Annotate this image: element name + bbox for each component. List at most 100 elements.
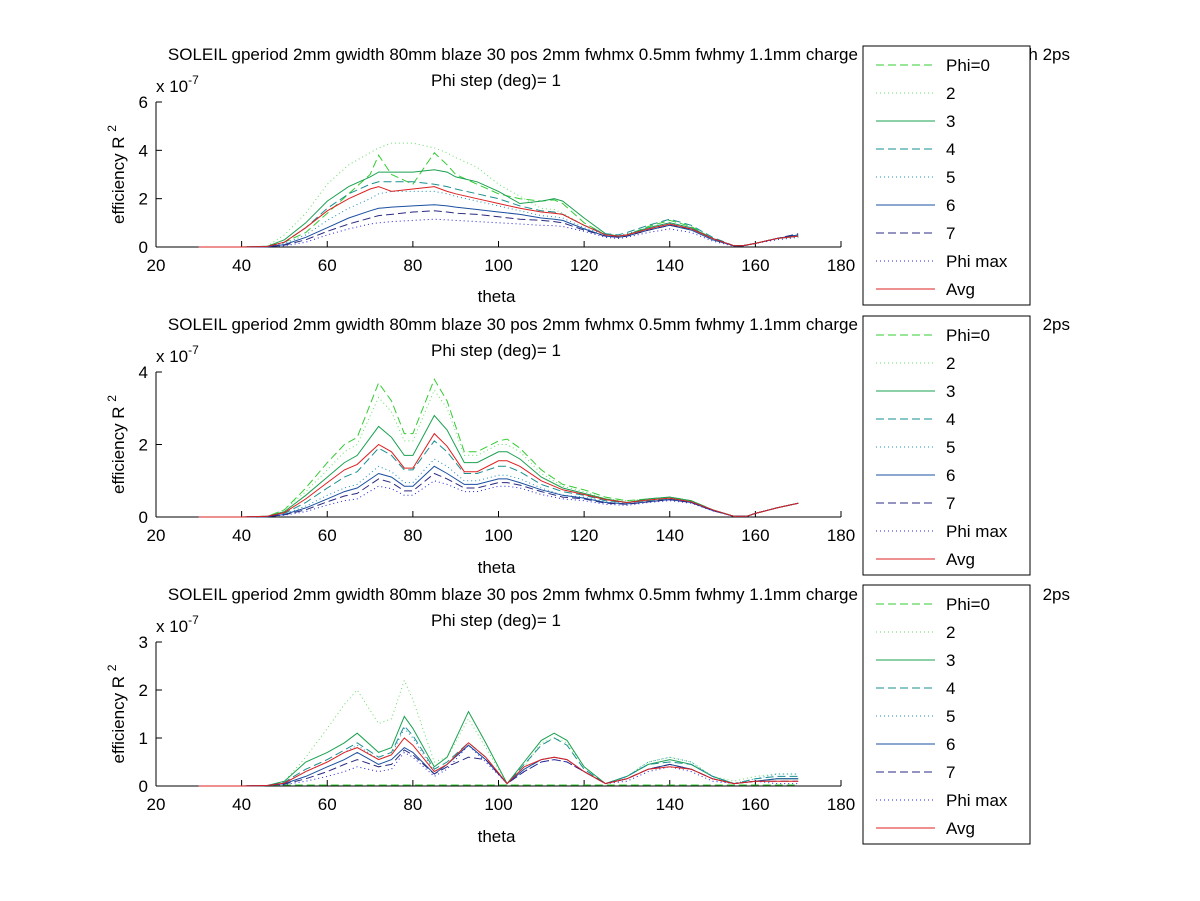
y-exponent-label: x 10-7 bbox=[156, 73, 199, 96]
y-axis-label-sup: 2 bbox=[105, 664, 119, 671]
chart-title: SOLEIL gperiod 2mm gwidth 80mm blaze 30 … bbox=[168, 585, 872, 604]
series-line-phi2 bbox=[198, 142, 799, 248]
series-line-phimax bbox=[198, 744, 799, 787]
chart-title: SOLEIL gperiod 2mm gwidth 80mm blaze 30 … bbox=[168, 45, 872, 64]
x-tick-label: 100 bbox=[484, 795, 512, 814]
y-axis-label: efficiency R 2 bbox=[105, 664, 128, 763]
y-tick-label: 0 bbox=[139, 777, 148, 796]
legend-label-phi3: 3 bbox=[946, 112, 955, 131]
y-axis-label-sup: 2 bbox=[105, 125, 119, 132]
x-tick-label: 80 bbox=[403, 795, 422, 814]
legend-label-phi2: 2 bbox=[946, 623, 955, 642]
legend-label-phi0: Phi=0 bbox=[946, 56, 990, 75]
series-line-phi6 bbox=[198, 204, 799, 248]
x-tick-label: 180 bbox=[827, 795, 855, 814]
legend-label-phi2: 2 bbox=[946, 354, 955, 373]
series-line-phi0 bbox=[198, 378, 799, 518]
y-tick-label: 2 bbox=[139, 190, 148, 209]
chart-subtitle: Phi step (deg)= 1 bbox=[431, 71, 561, 90]
x-tick-label: 20 bbox=[147, 526, 166, 545]
chart-title-tail: 2ps bbox=[1043, 585, 1070, 604]
legend-label-phi0: Phi=0 bbox=[946, 595, 990, 614]
y-axis-label-main: efficiency R bbox=[109, 402, 128, 494]
y-axis-label-main: efficiency R bbox=[109, 671, 128, 763]
legend-label-phi4: 4 bbox=[946, 679, 955, 698]
series-line-phi5 bbox=[198, 190, 799, 248]
x-axis-label: theta bbox=[478, 287, 516, 306]
legend-label-phi5: 5 bbox=[946, 438, 955, 457]
legend-box bbox=[862, 45, 1031, 306]
legend: Phi=0 2 3 4 5 6 7 Phi max Avg bbox=[862, 584, 1031, 845]
chart-title-tail: 2ps bbox=[1043, 315, 1070, 334]
legend-label-phi6: 6 bbox=[946, 196, 955, 215]
x-tick-label: 40 bbox=[232, 526, 251, 545]
y-tick-label: 0 bbox=[139, 508, 148, 527]
legend-label-phi0: Phi=0 bbox=[946, 326, 990, 345]
series-line-phimax bbox=[198, 480, 799, 518]
x-tick-label: 20 bbox=[147, 795, 166, 814]
legend-label-phi3: 3 bbox=[946, 382, 955, 401]
x-tick-label: 160 bbox=[741, 256, 769, 275]
series-line-phi0 bbox=[198, 152, 799, 248]
legend-label-phi7: 7 bbox=[946, 494, 955, 513]
x-tick-label: 20 bbox=[147, 256, 166, 275]
legend-label-avg: Avg bbox=[946, 819, 975, 838]
x-tick-label: 80 bbox=[403, 526, 422, 545]
x-tick-label: 100 bbox=[484, 256, 512, 275]
chart-panel-2: SOLEIL gperiod 2mm gwidth 80mm blaze 30 … bbox=[105, 315, 1070, 577]
series-line-phimax bbox=[198, 218, 799, 248]
legend-label-phi7: 7 bbox=[946, 763, 955, 782]
legend: Phi=0 2 3 4 5 6 7 Phi max Avg bbox=[862, 315, 1031, 576]
series-line-phi2 bbox=[198, 679, 799, 787]
y-exponent-power: -7 bbox=[188, 73, 199, 87]
y-tick-label: 3 bbox=[139, 633, 148, 652]
y-exponent-base: x 10 bbox=[156, 347, 188, 366]
x-tick-label: 40 bbox=[232, 795, 251, 814]
y-axis-label: efficiency R 2 bbox=[105, 125, 128, 224]
chart-title-tail: h 2ps bbox=[1028, 45, 1070, 64]
series-line-phi4 bbox=[198, 181, 799, 248]
y-tick-label: 4 bbox=[139, 363, 148, 382]
legend-label-phi4: 4 bbox=[946, 410, 955, 429]
x-tick-label: 160 bbox=[741, 795, 769, 814]
y-tick-label: 4 bbox=[139, 141, 148, 160]
series-line-avg bbox=[198, 432, 799, 518]
chart-panel-1: SOLEIL gperiod 2mm gwidth 80mm blaze 30 … bbox=[105, 45, 1070, 306]
x-axis-label: theta bbox=[478, 558, 516, 577]
legend-label-phimax: Phi max bbox=[946, 522, 1008, 541]
y-axis-label-sup: 2 bbox=[105, 395, 119, 402]
chart-subtitle: Phi step (deg)= 1 bbox=[431, 341, 561, 360]
series-line-avg bbox=[198, 737, 799, 787]
legend: Phi=0 2 3 4 5 6 7 Phi max Avg bbox=[862, 45, 1031, 306]
x-tick-label: 60 bbox=[318, 526, 337, 545]
legend-label-phimax: Phi max bbox=[946, 791, 1008, 810]
y-tick-label: 0 bbox=[139, 238, 148, 257]
chart-subtitle: Phi step (deg)= 1 bbox=[431, 611, 561, 630]
legend-label-phi4: 4 bbox=[946, 140, 955, 159]
x-axis-label: theta bbox=[478, 827, 516, 846]
y-exponent-label: x 10-7 bbox=[156, 613, 199, 636]
series-line-phi2 bbox=[198, 389, 799, 518]
x-tick-label: 120 bbox=[570, 795, 598, 814]
y-exponent-power: -7 bbox=[188, 343, 199, 357]
chart-title: SOLEIL gperiod 2mm gwidth 80mm blaze 30 … bbox=[168, 315, 872, 334]
y-exponent-power: -7 bbox=[188, 613, 199, 627]
x-tick-label: 180 bbox=[827, 526, 855, 545]
x-tick-label: 160 bbox=[741, 526, 769, 545]
legend-label-phi5: 5 bbox=[946, 168, 955, 187]
legend-label-phi5: 5 bbox=[946, 707, 955, 726]
y-tick-label: 2 bbox=[139, 436, 148, 455]
y-axis-label: efficiency R 2 bbox=[105, 395, 128, 494]
x-tick-label: 40 bbox=[232, 256, 251, 275]
y-tick-label: 6 bbox=[139, 93, 148, 112]
series-line-phi7 bbox=[198, 472, 799, 518]
y-exponent-base: x 10 bbox=[156, 77, 188, 96]
legend-box bbox=[862, 584, 1031, 845]
legend-label-phi7: 7 bbox=[946, 224, 955, 243]
y-tick-label: 2 bbox=[139, 681, 148, 700]
x-tick-label: 60 bbox=[318, 256, 337, 275]
legend-label-phimax: Phi max bbox=[946, 252, 1008, 271]
legend-box bbox=[862, 315, 1031, 576]
x-tick-label: 140 bbox=[656, 256, 684, 275]
